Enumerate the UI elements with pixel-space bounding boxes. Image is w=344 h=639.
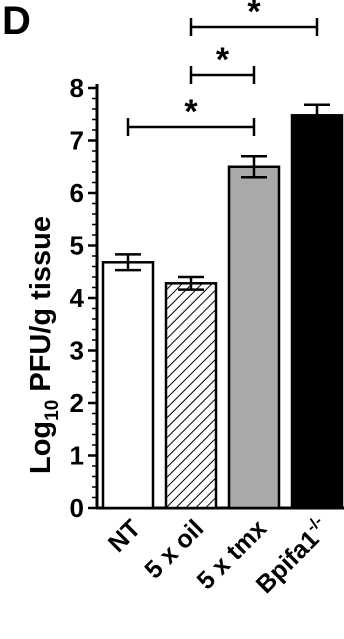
bar <box>164 282 218 510</box>
y-tick-label: 4 <box>70 283 85 313</box>
y-tick-label: 5 <box>70 231 84 261</box>
panel-label: D <box>2 0 31 43</box>
significance-label: * <box>184 93 198 131</box>
y-tick-label: 8 <box>70 73 84 103</box>
y-tick-label: 7 <box>70 126 84 156</box>
y-tick-label: 2 <box>70 388 84 418</box>
x-tick-label: NT <box>103 514 146 557</box>
y-tick-label: 6 <box>70 178 84 208</box>
bar <box>290 114 344 510</box>
y-axis-label: Log10 PFU/g tissue <box>25 216 63 474</box>
bar <box>227 165 281 510</box>
bar <box>101 261 155 510</box>
y-tick-label: 3 <box>70 336 84 366</box>
significance-label: * <box>247 0 261 31</box>
y-tick-label: 1 <box>70 441 84 471</box>
y-tick-label: 0 <box>70 493 84 523</box>
significance-label: * <box>216 41 230 79</box>
